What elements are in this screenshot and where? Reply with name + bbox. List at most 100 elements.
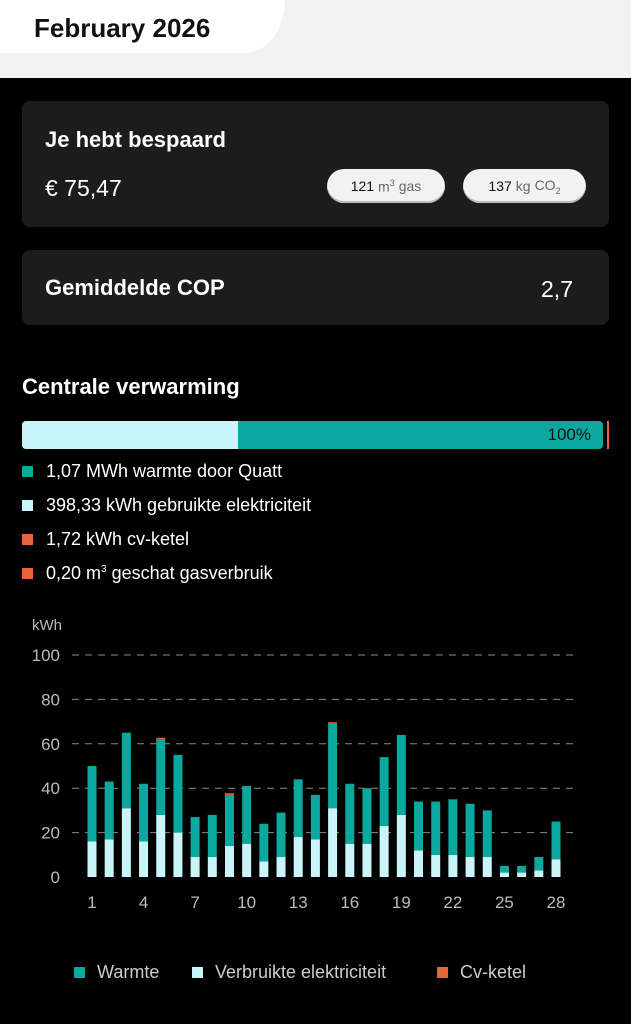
gas-label: gas — [398, 178, 422, 194]
bar-electricity — [482, 857, 492, 877]
savings-title: Je hebt bespaard — [45, 127, 226, 152]
bar-heat — [328, 723, 338, 809]
bar-electricity — [259, 861, 269, 877]
bar-electricity — [104, 839, 114, 877]
chart-legend-heat[interactable]: Warmte — [74, 962, 159, 983]
legend-electricity: 398,33 kWh gebruikte elektriciteit — [22, 495, 311, 516]
bar-electricity — [431, 854, 441, 877]
bar-boiler — [224, 793, 234, 795]
bar-heat — [104, 781, 114, 840]
bar-electricity — [139, 841, 149, 877]
gas-swatch — [22, 568, 33, 579]
bar-electricity — [173, 832, 183, 877]
bar-boiler — [156, 737, 166, 740]
x-tick-label: 10 — [237, 893, 256, 912]
month-title: February 2026 — [34, 13, 211, 43]
bar-electricity — [310, 839, 320, 877]
x-tick-label: 22 — [443, 893, 462, 912]
x-tick-label: 16 — [340, 893, 359, 912]
heating-section-title: Centrale verwarming — [22, 374, 240, 399]
bar-heat — [173, 754, 183, 833]
bar-heat — [224, 794, 234, 846]
bar-heat — [482, 810, 492, 858]
bar-heat — [121, 732, 131, 809]
y-tick-label: 100 — [32, 646, 60, 665]
electricity-legend-swatch — [192, 967, 203, 978]
y-tick-label: 40 — [41, 779, 60, 798]
cop-value: 2,7 — [541, 276, 573, 302]
x-tick-label: 25 — [495, 893, 514, 912]
bar-electricity — [121, 808, 131, 877]
bar-electricity — [207, 857, 217, 877]
bar-heat — [414, 801, 424, 851]
bar-heat — [242, 785, 252, 844]
savings-card: Je hebt bespaard € 75,47 121 m3 gas 137 … — [22, 101, 609, 227]
legend-boiler: 1,72 kWh cv-ketel — [22, 529, 189, 550]
boiler-legend-swatch — [437, 967, 448, 978]
bar-heat — [551, 821, 561, 860]
bar-heat — [431, 801, 441, 855]
heating-share-bar: 100% — [22, 421, 603, 449]
top-bar: February 2026 — [0, 0, 631, 78]
x-tick-label: 19 — [392, 893, 411, 912]
bar-electricity — [276, 857, 286, 877]
bar-heat — [156, 739, 166, 815]
heat-swatch — [22, 466, 33, 477]
bar-electricity — [534, 870, 544, 877]
legend-gas-estimate: 0,20 m3 geschat gasverbruik — [22, 563, 273, 584]
bar-heat — [207, 814, 217, 858]
bar-electricity — [87, 841, 97, 877]
bar-electricity — [242, 843, 252, 877]
boiler-swatch — [22, 534, 33, 545]
bar-heat — [517, 865, 527, 873]
electricity-swatch — [22, 500, 33, 511]
co2-saved-badge: 137 kg CO2 — [463, 169, 586, 203]
gas-unit: m3 — [378, 177, 395, 195]
bar-heat — [87, 766, 97, 842]
y-tick-label: 20 — [41, 824, 60, 843]
y-tick-label: 80 — [41, 690, 60, 709]
x-tick-label: 28 — [547, 893, 566, 912]
bar-heat — [362, 788, 372, 844]
bar-heat — [465, 803, 475, 858]
electricity-share-segment — [22, 421, 239, 449]
bar-electricity — [190, 857, 200, 877]
bar-heat — [190, 817, 200, 858]
bar-heat — [396, 734, 406, 815]
y-axis-label: kWh — [32, 617, 62, 634]
bar-electricity — [345, 843, 355, 877]
co2-unit: kg — [515, 178, 531, 194]
savings-amount: € 75,47 — [45, 175, 122, 201]
co2-label: CO2 — [534, 176, 561, 196]
month-tab[interactable] — [0, 0, 285, 53]
cop-label: Gemiddelde COP — [45, 275, 225, 300]
legend-heat-quatt: 1,07 MWh warmte door Quatt — [22, 461, 282, 482]
bar-heat — [293, 779, 303, 838]
x-tick-label: 13 — [289, 893, 308, 912]
bar-electricity — [551, 859, 561, 877]
chart-legend-electricity[interactable]: Verbruikte elektriciteit — [192, 962, 386, 983]
bar-electricity — [224, 845, 234, 877]
bar-heat — [379, 757, 389, 826]
bar-electricity — [379, 825, 389, 877]
heating-share-percent: 100% — [547, 425, 591, 444]
chart-legend-boiler[interactable]: Cv-ketel — [437, 962, 526, 983]
bar-heat — [310, 794, 320, 840]
cop-card: Gemiddelde COP 2,7 — [22, 250, 609, 325]
bar-electricity — [293, 837, 303, 877]
bar-electricity — [499, 872, 509, 877]
co2-value: 137 — [488, 178, 512, 194]
bar-electricity — [465, 857, 475, 877]
bar-electricity — [396, 814, 406, 877]
boiler-share-segment — [607, 421, 609, 449]
bar-electricity — [414, 850, 424, 877]
y-tick-label: 60 — [41, 735, 60, 754]
heat-legend-swatch — [74, 967, 85, 978]
bar-electricity — [448, 854, 458, 877]
gas-value: 121 — [350, 178, 375, 194]
bar-heat — [499, 865, 509, 873]
bar-boiler — [328, 722, 338, 724]
y-tick-label: 0 — [51, 868, 60, 887]
bar-heat — [276, 812, 286, 858]
bar-heat — [139, 783, 149, 842]
